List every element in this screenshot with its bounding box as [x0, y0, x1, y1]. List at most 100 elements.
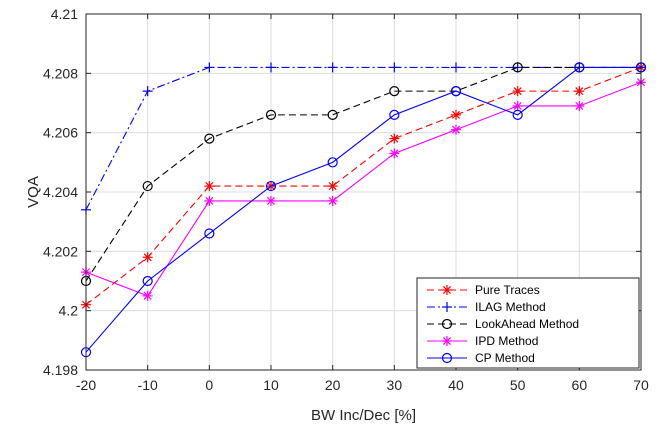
data-point-cp-method: [389, 109, 400, 120]
marker-star-d2: [143, 291, 152, 300]
legend-entry-lookahead-method: LookAhead Method: [427, 317, 579, 331]
y-axis-tick-labels: 4.198 4.2 4.202 4.204 4.206 4.208 4.21: [43, 6, 78, 378]
marker-star-d2: [266, 196, 276, 205]
series-layer: [80, 62, 647, 358]
data-point-ipd-method: [512, 100, 523, 111]
data-point-ilag-method: [389, 62, 400, 73]
y-tick-label: 4.204: [43, 184, 78, 200]
marker-circle-shape: [327, 157, 338, 168]
data-point-ipd-method: [266, 195, 276, 206]
marker-star-d2: [513, 101, 522, 110]
data-point-pure-traces: [327, 181, 338, 192]
data-point-ilag-method: [327, 62, 338, 73]
legend-marker-pure-traces: [442, 285, 452, 295]
legend-label-cp-method: CP Method: [475, 351, 535, 365]
marker-circle-shape: [574, 62, 585, 73]
marker-circle-shape: [512, 62, 523, 73]
x-tick-label: 30: [387, 377, 403, 393]
legend-entry-pure-traces: Pure Traces: [427, 283, 540, 297]
x-tick-label: 0: [205, 377, 213, 393]
marker-circle-shape: [441, 352, 453, 364]
data-point-lookahead-method: [142, 180, 153, 192]
data-point-pure-traces: [451, 109, 461, 120]
x-tick-label: 10: [263, 377, 279, 393]
data-point-pure-traces: [574, 86, 585, 97]
legend-label-pure-traces: Pure Traces: [475, 283, 540, 297]
marker-circle-shape: [142, 275, 153, 287]
legend-marker-cp-method: [441, 352, 453, 364]
legend-marker-ipd-method: [442, 336, 452, 346]
marker-circle-shape: [441, 318, 453, 330]
data-point-pure-traces: [512, 86, 523, 97]
marker-star-d2: [205, 182, 214, 191]
x-tick-label: 60: [572, 377, 588, 393]
y-tick-label: 4.206: [43, 125, 78, 141]
series-line-pure-traces: [85, 66, 642, 306]
y-tick-label: 4.21: [51, 6, 78, 22]
marker-star-d2: [143, 253, 152, 262]
data-point-lookahead-method: [204, 133, 215, 144]
data-point-lookahead-method: [265, 109, 277, 120]
marker-circle-shape: [142, 180, 153, 192]
data-point-pure-traces: [389, 133, 400, 144]
series-line-ipd-method: [85, 81, 642, 297]
marker-circle-shape: [450, 86, 462, 97]
y-tick-label: 4.198: [43, 362, 78, 378]
data-point-lookahead-method: [327, 109, 338, 120]
x-tick-label: 50: [510, 377, 526, 393]
y-tick-label: 4.202: [43, 243, 78, 259]
marker-star-d2: [442, 336, 452, 346]
data-point-pure-traces: [142, 252, 153, 263]
marker-star-d2: [575, 87, 584, 96]
marker-star-d2: [575, 101, 584, 110]
series-line-lookahead-method: [85, 66, 641, 282]
data-point-ilag-method: [204, 62, 215, 73]
marker-star-d2: [451, 110, 461, 119]
marker-star-d2: [390, 134, 399, 143]
data-point-ipd-method: [574, 100, 585, 111]
series-line-cp-method: [85, 66, 641, 353]
x-tick-label: 40: [448, 377, 464, 393]
data-point-ilag-method: [142, 86, 153, 97]
data-point-lookahead-method: [389, 86, 400, 97]
legend-label-ilag-method: ILAG Method: [475, 300, 546, 314]
x-tick-label: -10: [138, 377, 158, 393]
data-point-cp-method: [204, 228, 215, 239]
marker-star-d2: [390, 149, 399, 158]
data-point-cp-method: [142, 275, 153, 287]
legend: Pure Traces ILAG Method LookAhead Method IP…: [416, 277, 640, 369]
legend-entry-cp-method: CP Method: [427, 351, 535, 365]
data-point-cp-method: [327, 157, 338, 168]
data-point-cp-method: [265, 180, 277, 192]
marker-star-d2: [328, 182, 337, 191]
marker-circle-shape: [389, 109, 400, 120]
x-tick-label: 20: [325, 377, 341, 393]
data-point-ipd-method: [142, 290, 153, 301]
x-axis-label: BW Inc/Dec [%]: [311, 407, 416, 424]
marker-star-d2: [205, 196, 214, 205]
legend-label-lookahead-method: LookAhead Method: [475, 317, 579, 331]
data-point-pure-traces: [204, 181, 215, 192]
marker-star-d2: [513, 87, 522, 96]
marker-star-d2: [451, 125, 461, 134]
legend-entry-ilag-method: ILAG Method: [427, 300, 546, 314]
marker-circle-shape: [327, 109, 338, 120]
y-tick-label: 4.2: [59, 303, 79, 319]
marker-star-d2: [328, 196, 337, 205]
x-tick-label: -20: [76, 377, 96, 393]
series-line-ilag-method: [85, 66, 641, 211]
y-tick-label: 4.208: [43, 65, 78, 81]
marker-circle-shape: [204, 133, 215, 144]
legend-box: [416, 277, 640, 369]
legend-marker-lookahead-method: [441, 318, 453, 330]
legend-entry-ipd-method: IPD Method: [427, 334, 538, 348]
legend-label-ipd-method: IPD Method: [475, 334, 538, 348]
data-point-ipd-method: [451, 124, 461, 135]
x-axis-tick-labels: -20 -10 0 10 20 30 40 50 60 70: [76, 377, 649, 393]
marker-circle-shape: [204, 228, 215, 239]
y-axis-label: VQA: [25, 176, 42, 208]
data-point-cp-method: [574, 62, 585, 73]
data-point-ipd-method: [204, 195, 215, 206]
marker-circle-shape: [512, 109, 523, 120]
